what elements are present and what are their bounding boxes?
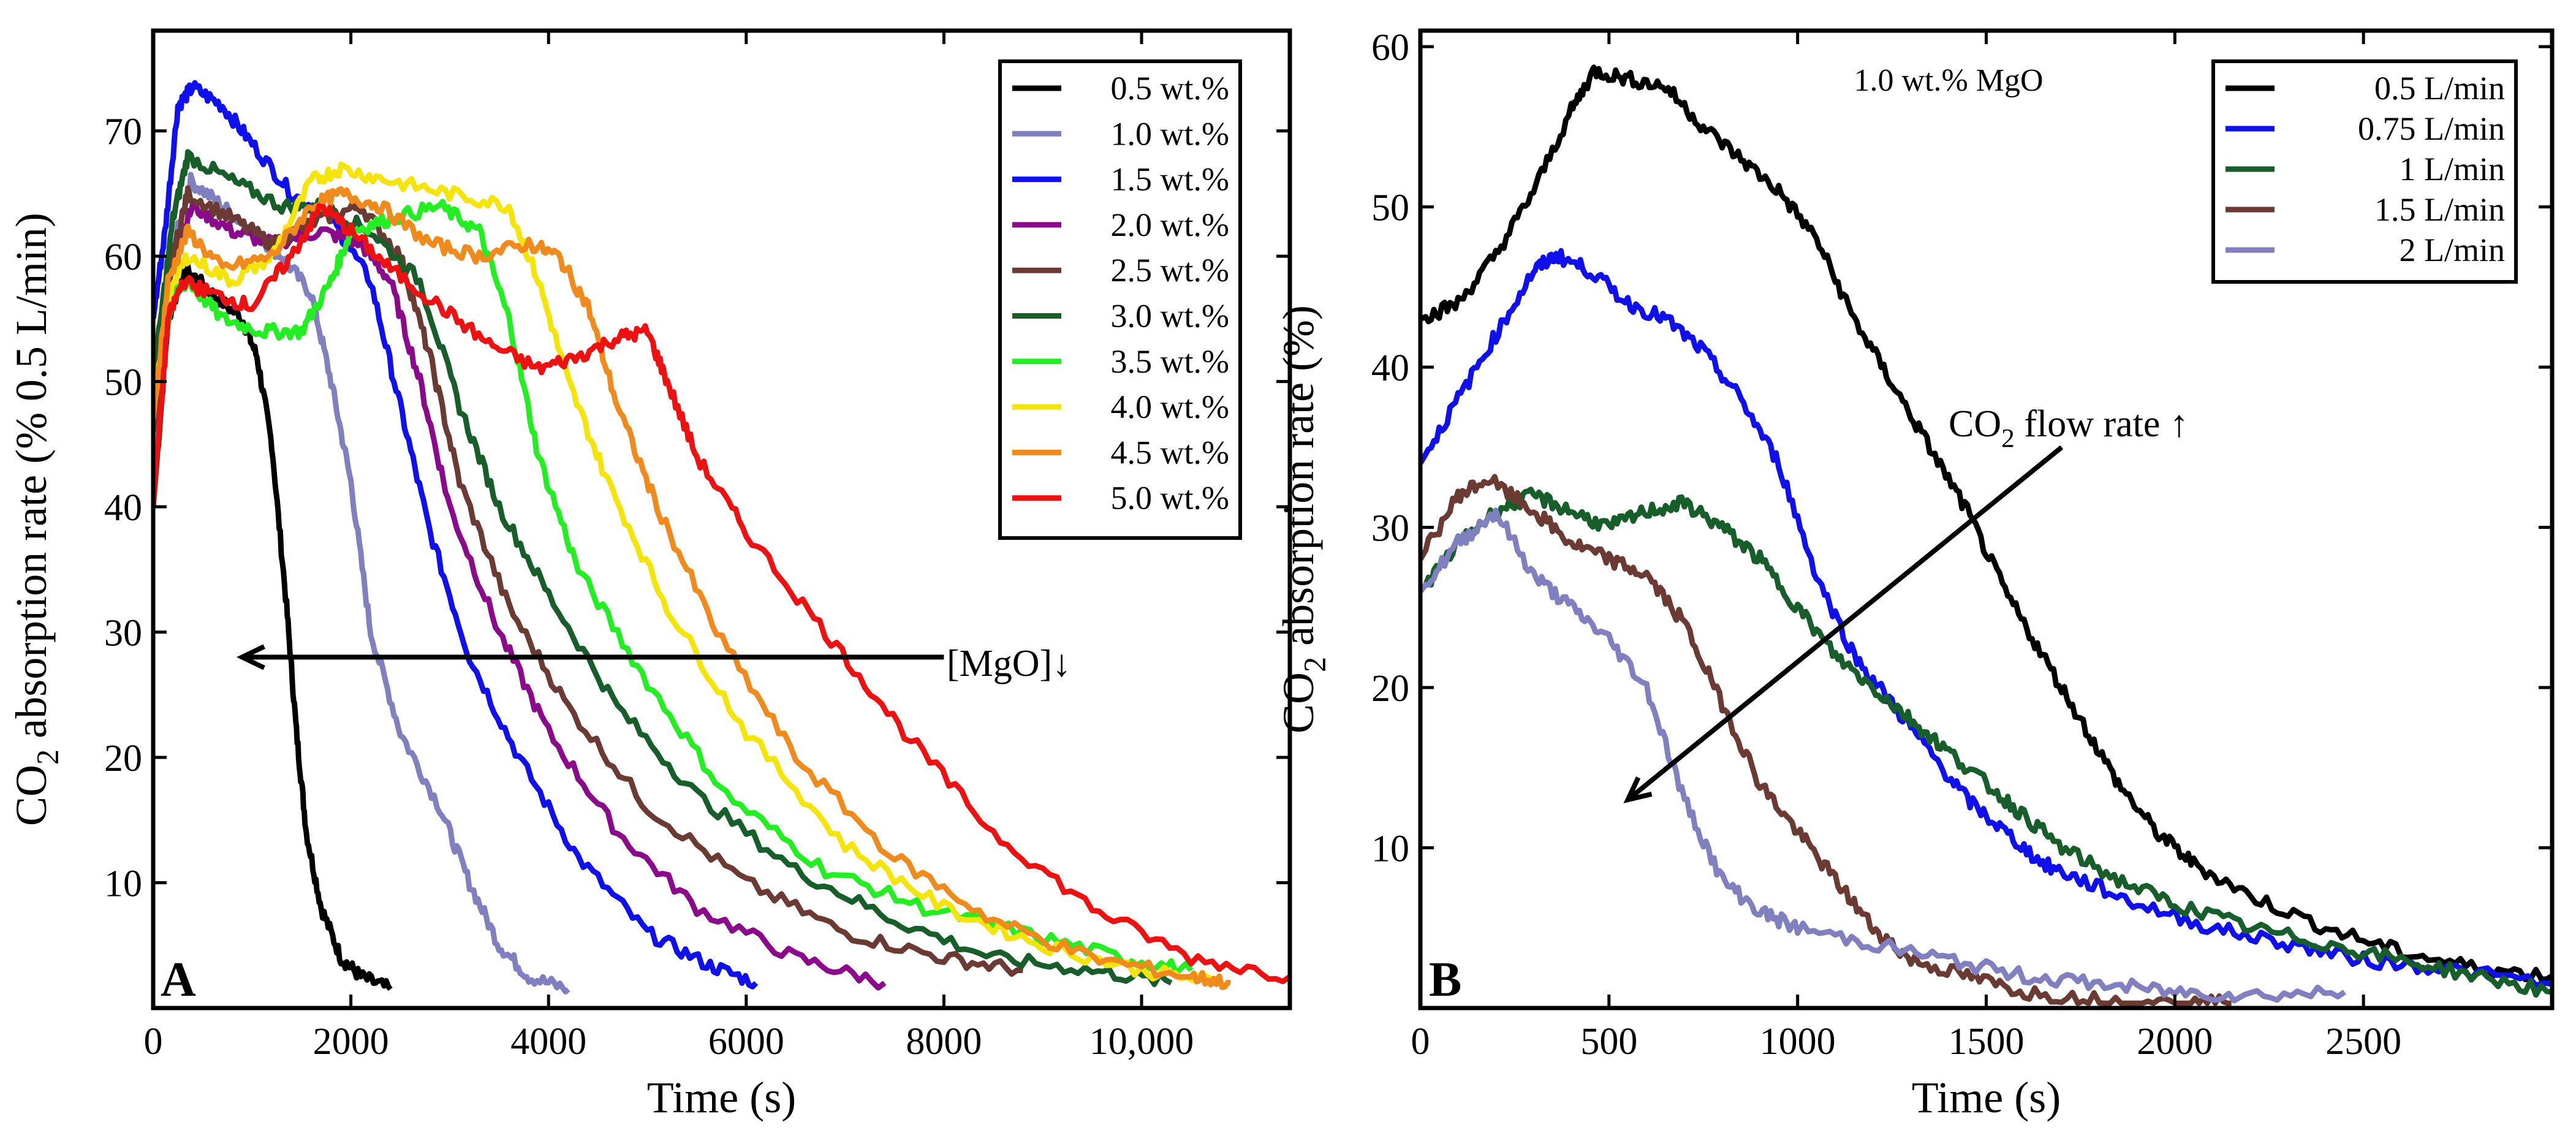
y-axis-label: CO2 absorption rate (%) [1274,305,1332,734]
x-tick-label: 2000 [2137,1021,2213,1063]
y-tick-label: 40 [104,487,142,529]
y-tick-label: 20 [104,738,142,779]
x-tick-label: 8000 [906,1021,982,1063]
y-axis-label-rest: absorption rate (%) [1274,305,1323,657]
legend-label: 1.5 wt.% [1111,161,1229,198]
x-tick-label: 10,000 [1089,1021,1194,1063]
y-tick-label: 20 [1371,668,1409,710]
x-axis-label: Time (s) [647,1073,796,1122]
y-tick-label: 40 [1371,347,1409,389]
series-line-2-0-wt- [153,200,887,991]
chart-panel-a: 0 2000 4000 6000 8000 10,000 10 20 30 40 50 60 70 Tim… [7,28,1292,1122]
series-line-1-l-min [1420,487,2552,998]
legend-label: 0.75 L/min [2358,110,2505,147]
series-line-3-0-wt- [153,149,1173,987]
y-tick-label: 50 [104,362,142,404]
legend-label: 0.5 wt.% [1111,70,1229,107]
x-tick-label: 0 [1411,1021,1430,1063]
legend: 0.5 wt.% 1.0 wt.% 1.5 wt.% 2.0 wt.% 2.5 wt.%… [998,59,1242,540]
y-axis-label-rest: absorption rate (% 0.5 L/min) [7,213,56,749]
series-line-5-0-wt- [153,203,1290,985]
y-tick-label: 50 [1371,188,1409,229]
series-line-0-75-l-min [1420,248,2552,988]
series-line-2-l-min [1420,507,2346,1004]
legend-label: 3.0 wt.% [1111,298,1229,335]
annotation-text: [MgO]↓ [947,643,1071,684]
legend-label: 0.5 L/min [2374,70,2505,107]
x-axis-label: Time (s) [1912,1073,2061,1122]
y-tick-label: 10 [104,863,142,905]
legend-label: 4.0 wt.% [1111,389,1229,425]
x-tick-label: 1500 [1949,1021,2025,1063]
panel-title: 1.0 wt.% MgO [1854,63,2043,98]
annotation-arrow-head [236,644,265,670]
panel-letter: A [161,953,196,1007]
annotation-arrow-shaft [1626,445,2064,802]
legend-label: 1.5 L/min [2374,191,2505,228]
legend-label: 4.5 wt.% [1111,434,1229,471]
series-line-2-5-wt- [153,185,1023,977]
legend-label: 1.0 wt.% [1111,115,1229,152]
legend-label: 2 L/min [2400,232,2506,268]
series-line-1-5-wt- [153,80,759,990]
x-tick-label: 2000 [313,1021,389,1063]
annotation-text-subscript: 2 [2001,423,2015,453]
y-tick-label: 60 [104,237,142,278]
series-line-3-5-wt- [153,199,1194,976]
x-tick-label: 1000 [1760,1021,1836,1063]
x-tick-label: 6000 [708,1021,784,1063]
y-axis-label-main: CO [7,765,56,826]
legend-label: 1 L/min [2400,151,2506,188]
plot-area [153,80,1290,995]
annotation-arrow-head [1623,776,1653,803]
x-tick-label: 0 [144,1021,163,1063]
y-axis-label-subscript: 2 [1298,657,1332,672]
x-tick-label: 4000 [510,1021,586,1063]
legend-label: 2.5 wt.% [1111,252,1229,289]
legend-box [998,59,1242,540]
y-axis-label: CO2 absorption rate (% 0.5 L/min) [7,213,65,826]
x-tick-label: 500 [1580,1021,1637,1063]
panel-letter: B [1429,953,1461,1007]
series-line-1-5-l-min [1420,474,2232,1006]
annotation-text-rest: flow rate ↑ [2015,403,2189,445]
x-tick-label: 2500 [2325,1021,2401,1063]
y-axis-label-subscript: 2 [31,749,65,765]
y-axis-label-main: CO [1274,672,1323,734]
y-tick-label: 30 [1371,508,1409,550]
legend-label: 5.0 wt.% [1111,480,1229,517]
series-line-1-0-wt- [153,172,570,995]
y-tick-label: 30 [104,613,142,654]
y-tick-label: 70 [104,112,142,153]
y-tick-label: 60 [1371,27,1409,69]
series-line-4-0-wt- [153,161,1222,985]
legend-label: 3.5 wt.% [1111,343,1229,380]
series-line-0-5-wt- [153,261,393,991]
series-line-4-5-wt- [153,186,1231,990]
chart-panel-b: 0 500 1000 1500 2000 2500 10 20 30 40 50 60 Time (s)… [1274,27,2555,1122]
annotation-text-main: CO [1949,403,2001,445]
y-tick-label: 10 [1371,828,1409,870]
plot-frame [151,28,1292,1010]
series-line-0-5-l-min [1420,64,2552,982]
legend-label: 2.0 wt.% [1111,207,1229,243]
annotation-text: CO2 flow rate ↑ [1949,403,2189,453]
plot-area [1420,64,2552,1006]
